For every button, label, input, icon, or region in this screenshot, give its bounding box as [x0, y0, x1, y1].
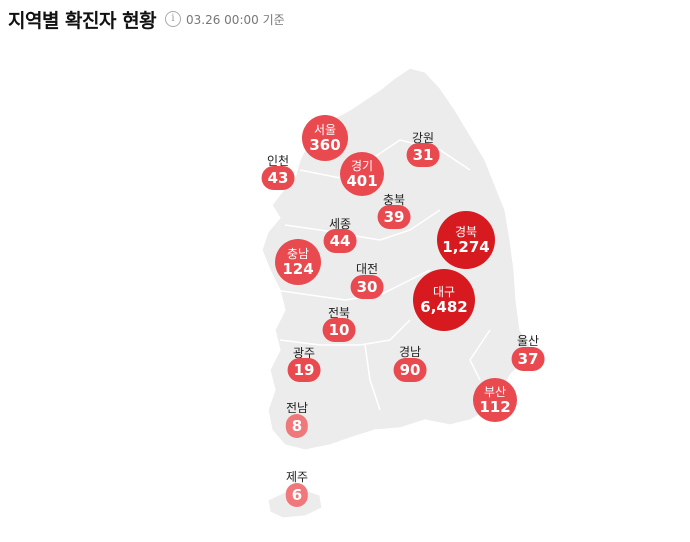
region-pill-daejeon[interactable]: 30 [350, 275, 384, 299]
region-label-incheon: 인천 [266, 154, 290, 168]
region-label-jeonnam: 전남 [285, 401, 309, 415]
region-bubble-busan[interactable]: 부산 112 [473, 378, 517, 422]
region-pill-jeonnam[interactable]: 8 [285, 414, 309, 438]
region-bubble-daegu[interactable]: 대구 6,482 [413, 269, 475, 331]
region-pill-gyeongnam[interactable]: 90 [393, 358, 427, 382]
region-pill-ulsan[interactable]: 37 [511, 347, 545, 371]
region-pill-sejong[interactable]: 44 [323, 229, 357, 253]
region-count: 1,274 [442, 237, 490, 256]
region-label-jeonbuk: 전북 [327, 306, 351, 320]
region-pill-incheon[interactable]: 43 [261, 166, 295, 190]
region-label-jeju: 제주 [285, 470, 309, 484]
region-label-gwangju: 광주 [292, 346, 316, 360]
region-pill-chungbuk[interactable]: 39 [377, 205, 411, 229]
region-label-sejong: 세종 [328, 217, 352, 231]
region-name: 경북 [454, 224, 478, 239]
region-name: 대구 [432, 284, 456, 299]
region-label-chungbuk: 충북 [382, 193, 406, 207]
region-pill-gangwon[interactable]: 31 [406, 143, 440, 167]
region-name: 충남 [286, 246, 310, 261]
region-pill-jeju[interactable]: 6 [285, 483, 309, 507]
region-count: 6,482 [420, 297, 468, 316]
region-label-gyeongnam: 경남 [398, 345, 422, 359]
region-count: 401 [346, 171, 378, 190]
region-name: 서울 [313, 122, 337, 137]
region-bubble-gyeongbuk[interactable]: 경북 1,274 [437, 211, 495, 269]
mainland-shape [261, 67, 531, 451]
region-pill-jeonbuk[interactable]: 10 [322, 318, 356, 342]
region-bubble-chungnam[interactable]: 충남 124 [275, 239, 321, 285]
region-bubble-gyeonggi[interactable]: 경기 401 [340, 152, 384, 196]
region-label-daejeon: 대전 [355, 262, 379, 276]
region-count: 360 [309, 135, 341, 154]
region-count: 124 [282, 259, 314, 278]
region-label-gangwon: 강원 [411, 131, 435, 145]
region-bubble-seoul[interactable]: 서울 360 [302, 115, 348, 161]
region-name: 경기 [350, 158, 374, 173]
region-pill-gwangju[interactable]: 19 [287, 358, 321, 382]
region-count: 112 [479, 397, 511, 416]
region-label-ulsan: 울산 [516, 334, 540, 348]
basis-timestamp: 03.26 00:00 기준 [186, 13, 285, 27]
region-name: 부산 [483, 384, 507, 399]
page-title: 지역별 확진자 현황 [8, 10, 157, 32]
info-icon[interactable]: i [165, 11, 181, 27]
